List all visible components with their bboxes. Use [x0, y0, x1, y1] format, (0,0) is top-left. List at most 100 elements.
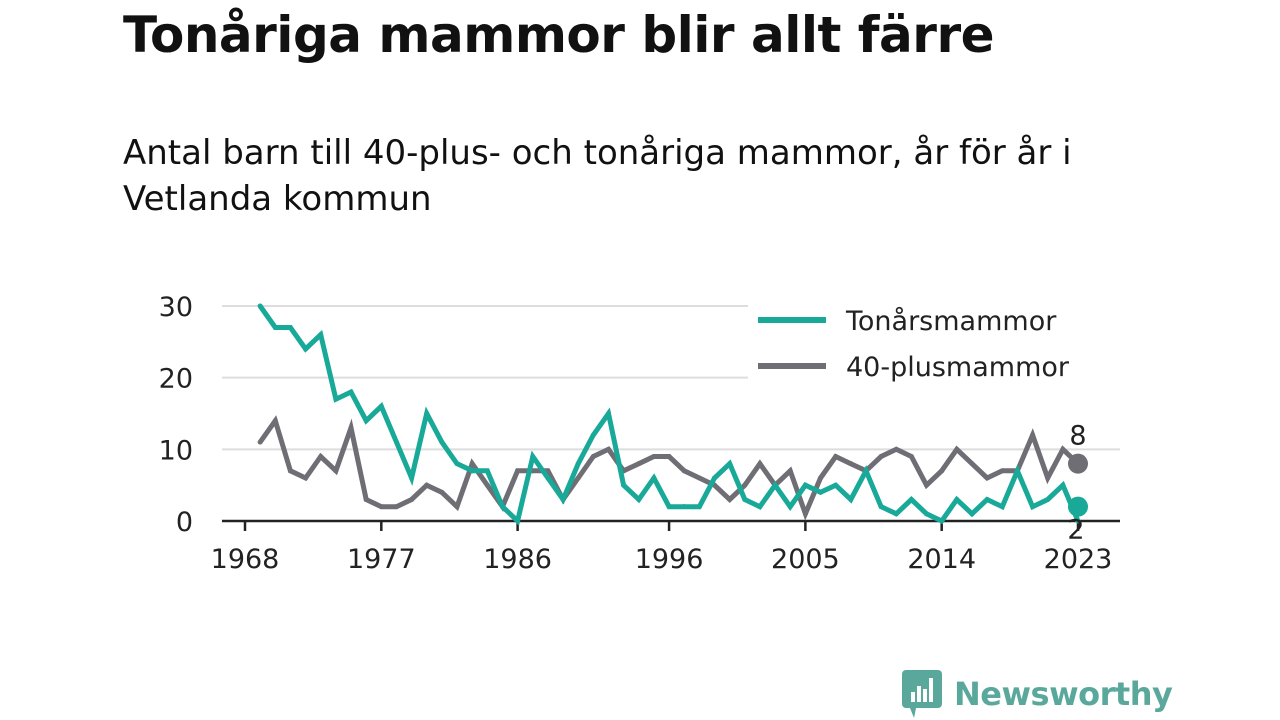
data-point — [575, 475, 581, 481]
data-point — [287, 468, 293, 474]
data-point — [515, 518, 521, 524]
data-point — [636, 461, 642, 467]
x-tick-label: 1996 — [635, 544, 704, 575]
data-point — [893, 446, 899, 452]
data-point — [318, 454, 324, 459]
data-point — [287, 325, 293, 330]
end-label-40-plusmammor: 8 — [1069, 421, 1086, 452]
data-point — [666, 504, 672, 510]
data-point — [575, 461, 581, 467]
newsworthy-logo: Newsworthy — [902, 670, 1173, 718]
data-point — [378, 403, 384, 409]
data-point — [348, 389, 354, 395]
data-point — [393, 504, 399, 510]
data-point — [696, 504, 702, 510]
data-point — [939, 518, 945, 524]
data-point — [545, 475, 551, 481]
data-point — [409, 497, 415, 502]
data-point — [348, 425, 354, 431]
y-tick-label: 0 — [176, 507, 193, 538]
data-point — [984, 475, 990, 481]
y-axis: 0 10 20 30 — [159, 292, 193, 538]
data-point — [681, 468, 687, 474]
data-point — [409, 475, 415, 481]
data-point — [727, 461, 733, 467]
data-point — [969, 461, 975, 467]
data-point — [878, 454, 884, 459]
data-point — [454, 504, 460, 510]
data-point — [318, 332, 324, 338]
data-point — [802, 482, 808, 488]
end-markers: 82 — [1067, 421, 1088, 546]
data-point — [954, 497, 960, 502]
data-point — [378, 504, 384, 510]
data-point — [787, 468, 793, 474]
data-point — [757, 504, 763, 510]
chart-subtitle: Antal barn till 40-plus- och tonåriga ma… — [123, 133, 1072, 219]
data-point — [484, 468, 490, 474]
data-point — [257, 439, 263, 445]
data-point — [333, 468, 339, 474]
data-point — [651, 475, 657, 481]
data-point — [787, 504, 793, 510]
data-point — [530, 454, 536, 459]
data-point — [727, 497, 733, 502]
x-tick-label: 2023 — [1044, 544, 1113, 575]
data-point — [484, 482, 490, 488]
data-point — [636, 497, 642, 502]
data-point — [424, 411, 430, 416]
x-tick-label: 1968 — [211, 544, 280, 575]
end-marker-40-plusmammor — [1068, 453, 1088, 474]
data-point — [757, 461, 763, 467]
data-point — [712, 475, 718, 481]
y-tick-label: 20 — [159, 364, 193, 395]
data-point — [333, 396, 339, 402]
data-point — [924, 482, 930, 488]
data-point — [772, 482, 778, 488]
end-marker-tonarsmammor — [1068, 496, 1088, 517]
data-point — [303, 346, 309, 352]
data-point — [605, 446, 611, 452]
data-point — [439, 439, 445, 445]
chart-title: Tonåriga mammor blir allt färre — [123, 6, 995, 64]
data-point — [303, 475, 309, 481]
data-point — [818, 489, 824, 495]
x-tick-label: 1986 — [483, 544, 552, 575]
series-lines — [257, 303, 1081, 526]
data-point — [833, 454, 839, 459]
data-point — [1030, 432, 1036, 438]
data-point — [908, 497, 914, 502]
data-point — [272, 418, 278, 424]
data-point — [439, 489, 445, 495]
data-point — [1075, 518, 1081, 524]
data-point — [893, 511, 899, 517]
data-point — [651, 454, 657, 459]
data-point — [469, 461, 475, 467]
data-point — [590, 454, 596, 459]
data-point — [454, 461, 460, 467]
data-point — [590, 432, 596, 438]
legend: Tonårsmammor 40-plusmammor — [748, 296, 1120, 383]
data-point — [469, 468, 475, 474]
x-axis: 1968 1977 1986 1996 2005 2014 2023 — [211, 519, 1120, 575]
y-tick-label: 30 — [159, 292, 193, 323]
data-point — [863, 468, 869, 474]
data-point — [363, 418, 369, 424]
data-point — [742, 497, 748, 502]
data-point — [1060, 482, 1066, 488]
data-point — [924, 511, 930, 517]
data-point — [954, 446, 960, 452]
data-point — [666, 454, 672, 459]
data-point — [848, 497, 854, 502]
data-point — [908, 454, 914, 459]
data-point — [878, 504, 884, 510]
x-tick-label: 2005 — [771, 544, 840, 575]
data-point — [621, 482, 627, 488]
data-point — [272, 325, 278, 330]
legend-label-tonarsmammor: Tonårsmammor — [845, 306, 1057, 337]
data-point — [499, 504, 505, 510]
x-tick-label: 1977 — [347, 544, 416, 575]
data-point — [560, 497, 566, 502]
y-tick-label: 10 — [159, 435, 193, 466]
